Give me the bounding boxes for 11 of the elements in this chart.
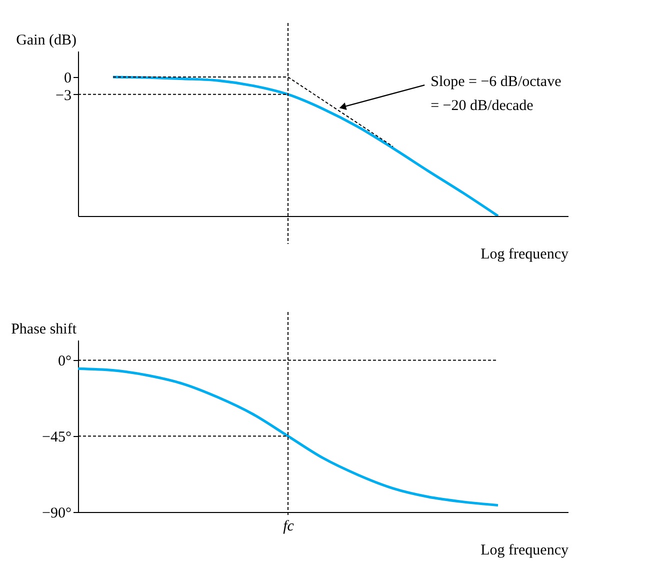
y-axis-title: Phase shift	[11, 322, 78, 338]
y-tick-label: 0	[64, 70, 72, 87]
y-tick-label: −90°	[42, 506, 72, 522]
x-axis-title: Log frequency	[480, 542, 569, 558]
y-tick-label: −45°	[42, 430, 72, 446]
y-axis-title: Gain (dB)	[16, 32, 76, 48]
annotation: Slope = −6 dB/octave = −20 dB/decade	[430, 74, 562, 114]
y-tick-label: −3	[56, 88, 72, 104]
x-tick-label: fc	[283, 518, 294, 534]
y-tick-label: 0°	[58, 354, 72, 370]
x-axis-title: Log frequency	[480, 246, 569, 262]
